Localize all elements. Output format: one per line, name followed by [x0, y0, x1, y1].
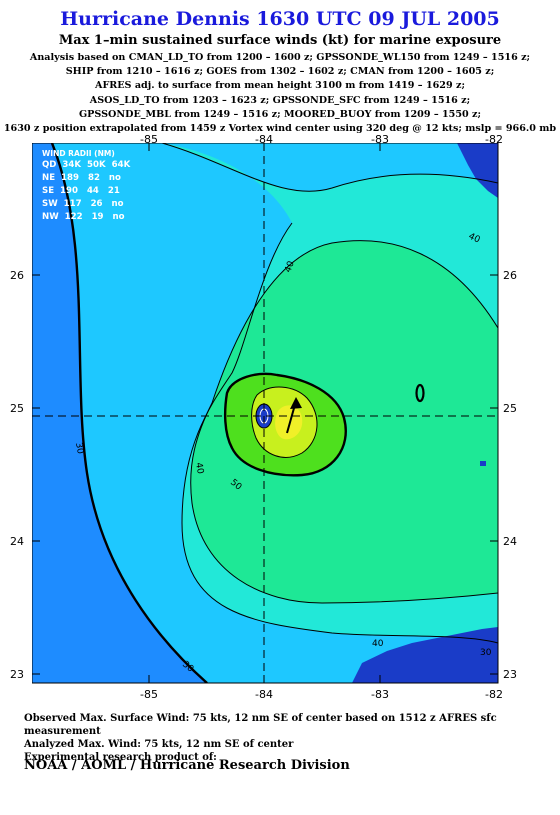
observed-max-wind: Observed Max. Surface Wind: 75 kts, 12 n… — [24, 713, 497, 737]
page-title: Hurricane Dennis 1630 UTC 09 JUL 2005 — [60, 8, 500, 30]
contour-label: 40 — [467, 232, 482, 246]
contour-60 — [223, 372, 347, 477]
analysis-line: AFRES adj. to surface from mean height 3… — [95, 80, 465, 92]
axis-labels: -85 -84 -83 -82 -85 -84 -83 -82 26 25 24… — [10, 133, 517, 701]
contour-label: 30 — [73, 442, 85, 455]
analysis-sources: Analysis based on CMAN_LD_TO from 1200 –… — [0, 51, 560, 136]
lon-tick-label: -85 — [140, 133, 158, 146]
contour-label: 40 — [193, 462, 205, 475]
map-frame — [32, 143, 499, 684]
lat-tick-label: 24 — [10, 535, 24, 548]
lat-tick-label: 25 — [10, 402, 24, 415]
contour-closed-small — [415, 383, 425, 403]
wind-radii-row: SW 117 26 no — [42, 199, 124, 209]
page-subtitle: Max 1–min sustained surface winds (kt) f… — [58, 33, 502, 48]
lon-tick-label: -82 — [485, 688, 503, 701]
lon-tick-label: -83 — [371, 688, 389, 701]
analysis-line: ASOS_LD_TO from 1203 – 1623 z; GPSSONDE_… — [89, 94, 471, 106]
wind-radii-title: WIND RADII (NM) — [42, 149, 115, 158]
analysis-line: SHIP from 1210 – 1616 z; GOES from 1302 … — [65, 66, 495, 78]
wind-radii-row: NE 189 82 no — [42, 173, 121, 183]
lon-tick-label: -83 — [371, 133, 389, 146]
analysis-line: 1630 z position extrapolated from 1459 z… — [3, 123, 557, 135]
lat-tick-label: 25 — [503, 402, 517, 415]
product-note: Experimental research product of: — [24, 752, 217, 763]
contour-label: 40 — [372, 639, 384, 649]
wind-field-map: 40 40 30 40 50 40 30 30 WIND RADII (NM) … — [32, 143, 499, 684]
footer-credit: NOAA / AOML / Hurricane Research Divisio… — [24, 758, 350, 773]
cuba-coast-land — [352, 627, 498, 683]
island-land — [480, 461, 486, 466]
contour-70 — [251, 386, 318, 458]
lat-tick-label: 26 — [10, 269, 24, 282]
lat-tick-label: 23 — [503, 668, 517, 681]
lon-tick-label: -84 — [255, 688, 273, 701]
contour-label: 30 — [480, 648, 492, 658]
analysis-line: GPSSONDE_MBL from 1249 – 1516 z; MOORED_… — [78, 108, 482, 120]
lon-tick-label: -85 — [140, 688, 158, 701]
wind-radii-row: SE 190 44 21 — [42, 186, 120, 196]
lon-tick-label: -82 — [485, 133, 503, 146]
contour-50 — [211, 240, 498, 404]
wind-radii-row: NW 122 19 no — [42, 212, 125, 222]
contour-30 — [50, 143, 208, 683]
contour-50-lower — [190, 402, 498, 604]
florida-keys-land — [457, 143, 498, 198]
analyzed-max-wind: Analyzed Max. Wind: 75 kts, 12 nm SE of … — [24, 739, 294, 750]
wind-radii-header: QD 34K 50K 64K — [42, 160, 131, 170]
lat-tick-label: 23 — [10, 668, 24, 681]
analysis-line: Analysis based on CMAN_LD_TO from 1200 –… — [29, 52, 531, 63]
lat-tick-label: 24 — [503, 535, 517, 548]
lon-tick-label: -84 — [255, 133, 273, 146]
wind-band-75 — [275, 405, 303, 440]
contour-label: 40 — [283, 260, 296, 274]
contour-40-outer — [161, 143, 498, 192]
contour-40-lower — [181, 222, 498, 644]
lat-tick-label: 26 — [503, 269, 517, 282]
summary-notes: Observed Max. Surface Wind: 75 kts, 12 n… — [24, 712, 560, 764]
storm-motion-arrowhead — [290, 397, 302, 409]
